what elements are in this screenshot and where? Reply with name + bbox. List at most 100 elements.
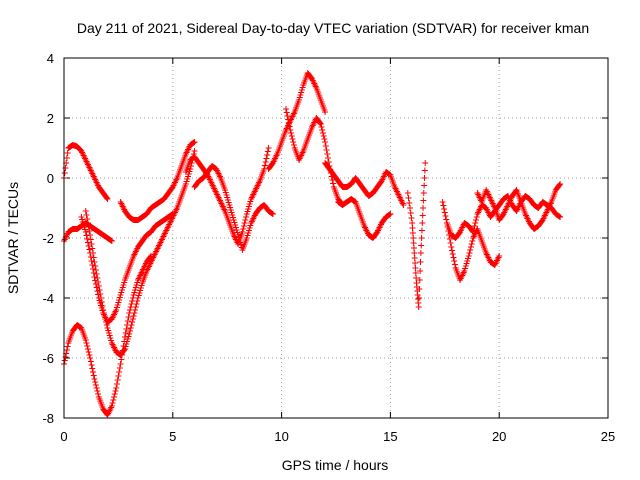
data-point [128, 322, 135, 328]
data-point [262, 159, 269, 165]
data-point [329, 177, 336, 183]
data-point [387, 211, 394, 217]
data-point [322, 143, 329, 149]
data-point [318, 124, 325, 130]
data-point [129, 319, 136, 325]
data-point [114, 377, 121, 383]
data-point [287, 127, 294, 133]
data-point [319, 130, 326, 136]
data-point [243, 214, 250, 220]
x-tick-label: 25 [601, 429, 615, 444]
data-point [112, 388, 119, 394]
data-point [123, 326, 130, 332]
x-axis-label: GPS time / hours [282, 457, 389, 473]
data-point [283, 109, 290, 116]
data-point [321, 136, 328, 142]
data-point [448, 244, 455, 250]
data-point [470, 229, 477, 235]
y-tick-label: -2 [42, 231, 54, 246]
data-point [420, 190, 427, 196]
data-point [116, 369, 123, 375]
data-point [469, 238, 476, 244]
data-point [125, 314, 132, 320]
data-point [556, 182, 563, 188]
data-point [133, 301, 140, 307]
data-point [61, 357, 68, 364]
data-point [419, 220, 426, 226]
data-point [415, 304, 422, 310]
y-tick-label: 2 [47, 111, 54, 126]
series-arc-9 [265, 70, 329, 172]
data-point [408, 215, 415, 221]
data-point [83, 340, 90, 346]
data-point [418, 235, 425, 241]
data-point [63, 347, 70, 353]
data-point [472, 220, 479, 226]
data-point [91, 259, 98, 265]
data-point [470, 226, 477, 232]
data-point [405, 195, 412, 201]
data-point [87, 232, 94, 238]
data-point [449, 247, 456, 254]
data-point [87, 355, 94, 361]
data-point [240, 226, 247, 232]
x-tick-label: 10 [274, 429, 288, 444]
data-point [97, 295, 104, 301]
data-point [103, 319, 110, 325]
data-point [290, 139, 297, 145]
data-point [132, 304, 139, 310]
data-point [129, 298, 136, 304]
data-point [284, 113, 291, 119]
data-point [404, 190, 411, 196]
data-point [406, 200, 413, 206]
data-point [93, 385, 100, 391]
data-point [86, 228, 93, 234]
data-point [84, 216, 91, 222]
data-point [191, 139, 198, 145]
data-point [264, 148, 271, 155]
data-point [92, 263, 99, 269]
data-point [103, 195, 110, 201]
data-point [102, 316, 109, 322]
data-point [282, 106, 289, 112]
data-point [122, 330, 129, 336]
data-point [443, 216, 450, 223]
data-point [265, 145, 272, 151]
data-point [89, 365, 96, 372]
data-point [127, 325, 134, 331]
data-point [421, 175, 428, 181]
series-arc-6 [117, 139, 198, 223]
data-point [467, 244, 474, 250]
data-point [95, 283, 102, 289]
data-point [85, 349, 92, 355]
data-point [126, 310, 133, 316]
data-point [320, 133, 327, 139]
data-point [416, 295, 423, 301]
data-point [94, 388, 101, 394]
data-point [103, 322, 110, 328]
data-point [496, 253, 503, 259]
data-point [239, 229, 246, 235]
data-point [104, 196, 111, 202]
data-point [471, 223, 478, 229]
data-point [100, 310, 107, 316]
data-point [330, 180, 337, 187]
data-point [466, 250, 473, 256]
data-point [441, 209, 448, 216]
x-tick-label: 0 [60, 429, 67, 444]
series-arc-7 [182, 145, 272, 247]
data-point [91, 376, 98, 382]
data-point [442, 213, 449, 219]
data-point [85, 224, 92, 230]
data-point [111, 394, 118, 400]
data-point [406, 205, 413, 211]
data-point [446, 236, 453, 242]
data-point [90, 250, 97, 256]
data-point [400, 202, 407, 208]
series-arc-1 [61, 142, 111, 202]
data-point [420, 205, 427, 211]
data-point [90, 254, 97, 261]
data-point [263, 155, 270, 162]
data-point [129, 295, 136, 301]
y-axis-label: SDTVAR / TECUs [5, 182, 21, 294]
